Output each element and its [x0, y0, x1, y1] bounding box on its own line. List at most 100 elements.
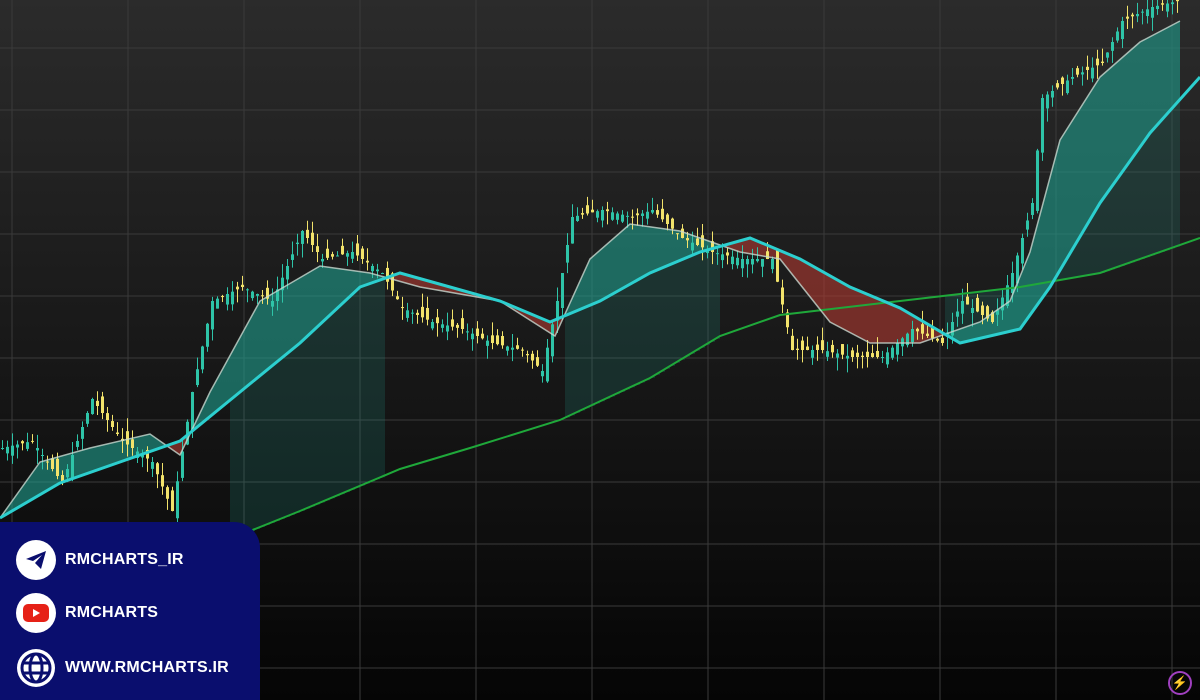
- ribbon-segment: [30, 469, 35, 501]
- website-link[interactable]: WWW.RMCHARTS.IR: [16, 648, 229, 688]
- candle-body: [241, 284, 244, 287]
- candle-body: [231, 291, 234, 305]
- candle-body: [211, 301, 214, 330]
- ribbon-segment: [245, 319, 250, 388]
- candle-body: [246, 289, 249, 291]
- ribbon-fade-segment: [705, 249, 710, 345]
- candle-body: [916, 328, 919, 332]
- candle-body: [536, 357, 539, 366]
- ribbon-segment: [360, 271, 365, 287]
- candle-body: [176, 481, 179, 519]
- candle-body: [86, 413, 89, 424]
- candle-body: [306, 229, 309, 238]
- ribbon-segment: [620, 228, 625, 290]
- candle-body: [346, 253, 349, 257]
- candle-body: [311, 232, 314, 245]
- candle-body: [941, 337, 944, 343]
- candle-body: [686, 238, 689, 241]
- candle-body: [161, 475, 164, 487]
- ribbon-segment: [600, 245, 605, 301]
- ribbon-fade-segment: [1080, 228, 1085, 277]
- ribbon-segment: [330, 267, 335, 315]
- ribbon-fade-segment: [230, 396, 235, 539]
- candle-body: [461, 318, 464, 329]
- ribbon-segment: [265, 295, 270, 372]
- candle-body: [611, 212, 614, 220]
- ribbon-segment: [1085, 92, 1090, 229]
- candle-body: [441, 324, 444, 328]
- ribbon-fade-segment: [1145, 133, 1150, 258]
- ribbon-fade-segment: [255, 375, 260, 529]
- ribbon-fade-segment: [1085, 219, 1090, 276]
- ribbon-segment: [585, 259, 590, 308]
- candle-body: [281, 277, 284, 291]
- candle-body: [1116, 31, 1119, 41]
- candle-body: [516, 345, 519, 349]
- candle-body: [721, 254, 724, 261]
- ribbon-segment: [650, 226, 655, 273]
- candle-body: [976, 297, 979, 312]
- slow-ma-line: [0, 76, 1200, 520]
- candle-body: [861, 355, 864, 357]
- candle-body: [61, 475, 64, 483]
- ribbon-segment: [230, 346, 235, 401]
- candle-body: [111, 421, 114, 427]
- ribbon-fade-segment: [1155, 121, 1160, 254]
- ribbon-segment: [280, 286, 285, 360]
- candle-body: [996, 309, 999, 315]
- youtube-link[interactable]: RMCHARTS: [16, 593, 158, 633]
- ribbon-segment: [985, 315, 990, 338]
- candle-body: [276, 289, 279, 302]
- candle-body: [1156, 5, 1159, 10]
- ribbon-fade-segment: [330, 310, 335, 499]
- candle-body: [66, 469, 69, 478]
- candle-body: [331, 254, 334, 257]
- candle-body: [101, 396, 104, 413]
- telegram-link[interactable]: RMCHARTS_IR: [16, 540, 184, 580]
- candle-body: [566, 245, 569, 263]
- ribbon-fade-segment: [1120, 168, 1125, 266]
- ribbon-segment: [1060, 132, 1065, 271]
- ribbon-segment: [640, 225, 645, 279]
- candle-body: [971, 308, 974, 313]
- candle-body: [146, 450, 149, 459]
- candle-body: [386, 267, 389, 282]
- ribbon-fade-segment: [685, 256, 690, 357]
- ribbon-segment: [290, 280, 295, 352]
- candle-body: [1151, 7, 1154, 18]
- ribbon-fade-segment: [590, 303, 595, 406]
- ribbon-fade-segment: [650, 270, 655, 378]
- candle-body: [676, 233, 679, 235]
- candle-body: [1041, 98, 1044, 153]
- ribbon-fade-segment: [1100, 196, 1105, 273]
- candle-body: [1121, 21, 1124, 40]
- ribbon-segment: [1090, 84, 1095, 220]
- candle-body: [1141, 11, 1144, 13]
- ribbon-fade-segment: [1040, 283, 1045, 301]
- ribbon-segment: [115, 441, 120, 464]
- ribbon-fade-segment: [595, 301, 600, 404]
- ribbon-segment: [810, 264, 815, 304]
- ribbon-segment: [675, 230, 680, 263]
- candle-body: [751, 259, 754, 265]
- ribbon-segment: [865, 293, 870, 343]
- ribbon-segment: [1170, 23, 1175, 111]
- ribbon-fade-segment: [320, 319, 325, 503]
- candle-body: [301, 231, 304, 244]
- candle-body: [981, 305, 984, 315]
- ribbon-segment: [205, 392, 210, 421]
- ribbon-segment: [110, 442, 115, 466]
- candle-body: [46, 461, 49, 463]
- candle-body: [741, 259, 744, 269]
- candle-body: [71, 455, 74, 478]
- candle-body: [1026, 220, 1029, 230]
- ribbon-fade-segment: [620, 287, 625, 392]
- ribbon-fade-segment: [300, 338, 305, 511]
- ribbon-segment: [1140, 39, 1145, 147]
- candle-body: [666, 214, 669, 224]
- candle-body: [141, 455, 144, 458]
- candle-body: [671, 218, 674, 229]
- candle-body: [986, 306, 989, 319]
- ribbon-segment: [960, 327, 965, 343]
- candle-body: [866, 351, 869, 357]
